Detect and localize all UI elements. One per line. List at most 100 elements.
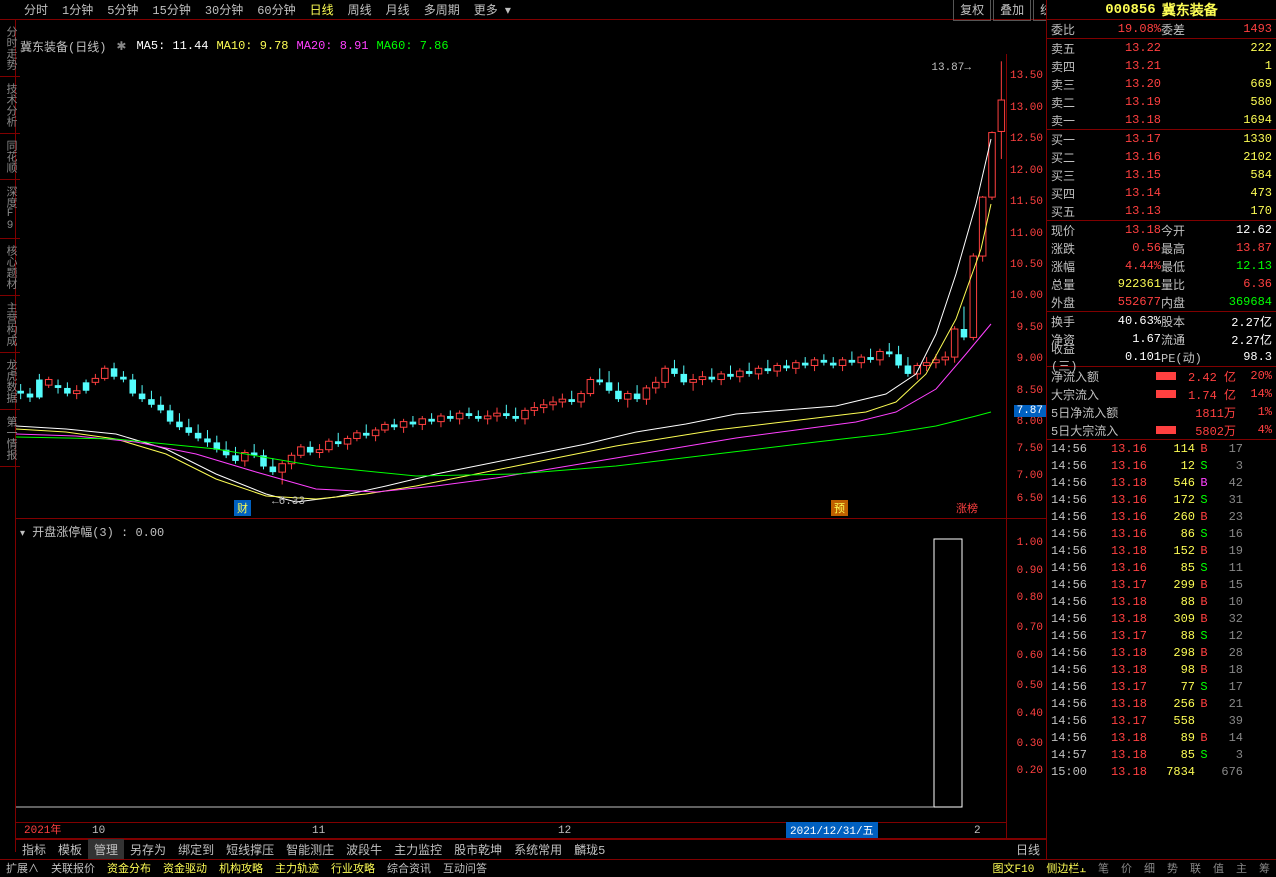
- indicator-tab[interactable]: 智能测庄: [280, 839, 340, 860]
- y-tick: 0.20: [1017, 765, 1043, 777]
- quote-row: 涨跌0.56最高13.87: [1047, 239, 1276, 257]
- bottom-nav-bar: 扩展∧关联报价资金分布资金驱动机构攻略主力轨迹行业攻略综合资讯互动问答 图文F10…: [0, 859, 1276, 875]
- indicator-tab[interactable]: 绑定到: [172, 839, 220, 860]
- chart-marker: 涨榜: [956, 500, 978, 516]
- trade-row: 14:5613.1612S3: [1047, 457, 1276, 474]
- timeframe-tab[interactable]: 月线: [380, 0, 416, 20]
- y-tick: 0.30: [1017, 738, 1043, 750]
- timeframe-tab[interactable]: 60分钟: [251, 0, 301, 20]
- y-tick: 0.50: [1017, 680, 1043, 692]
- ma-value: MA20: 8.91: [297, 39, 369, 53]
- chart-marker: 财: [234, 500, 251, 516]
- indicator-tab[interactable]: 管理: [88, 839, 124, 860]
- bottom-right-tab[interactable]: 筹: [1253, 859, 1276, 877]
- y-tick: 11.00: [1010, 228, 1043, 240]
- selected-date: 2021/12/31/五: [786, 822, 878, 838]
- trade-list[interactable]: 14:5613.16114B1714:5613.1612S3 14:5613.18…: [1047, 440, 1276, 780]
- trade-row: 14:5613.16260B23: [1047, 508, 1276, 525]
- quote-row: 卖一13.181694: [1047, 111, 1276, 129]
- quote-row: 总量922361量比6.36: [1047, 275, 1276, 293]
- x-axis-time: 2021年10111222021/12/31/五: [16, 822, 1006, 838]
- bottom-right-tab[interactable]: 图文F10: [987, 859, 1041, 877]
- indicator-tab[interactable]: 短线撑压: [220, 839, 280, 860]
- timeframe-tab[interactable]: 30分钟: [199, 0, 249, 20]
- bottom-nav-tab[interactable]: 互动问答: [437, 859, 493, 877]
- flow-row: 大宗流入1.74 亿14%: [1047, 385, 1276, 403]
- trade-row: 14:5613.1788S12: [1047, 627, 1276, 644]
- y-tick: 0.60: [1017, 650, 1043, 662]
- bottom-nav-tab[interactable]: 行业攻略: [325, 859, 381, 877]
- stock-header: 000856 冀东装备: [1047, 0, 1276, 20]
- trade-row: 14:5613.1686S16: [1047, 525, 1276, 542]
- y-axis-price: 13.5013.0012.5012.0011.5011.0010.5010.00…: [1006, 54, 1046, 518]
- quote-row: 买五13.13170: [1047, 202, 1276, 220]
- indicator-tab[interactable]: 波段牛: [340, 839, 388, 860]
- y-tick: 0.40: [1017, 708, 1043, 720]
- y-tick: 12.50: [1010, 133, 1043, 145]
- x-label: 2021年: [24, 821, 61, 837]
- high-price-label: 13.87→: [931, 62, 971, 74]
- timeframe-tab[interactable]: 日线: [304, 0, 340, 20]
- trade-row: 14:5613.1889B14: [1047, 729, 1276, 746]
- quote-row: 外盘552677内盘369684: [1047, 293, 1276, 311]
- y-tick: 7.50: [1017, 443, 1043, 455]
- trade-row: 14:5613.18298B28: [1047, 644, 1276, 661]
- indicator-chart[interactable]: ▾ 开盘涨停幅(3) : 0.00 1.000.900.800.700.600.…: [16, 519, 1046, 839]
- bottom-right-tab[interactable]: 值: [1207, 859, 1230, 877]
- trade-row: 14:5613.16114B17: [1047, 440, 1276, 457]
- toolbar-button[interactable]: 叠加: [993, 0, 1031, 21]
- crosshair-icon: ✱: [116, 39, 126, 54]
- bottom-right-tab[interactable]: 价: [1115, 859, 1138, 877]
- indicator-tab[interactable]: 股市乾坤: [448, 839, 508, 860]
- bottom-nav-tab[interactable]: 资金分布: [101, 859, 157, 877]
- x-label: 11: [312, 825, 325, 837]
- kline-chart[interactable]: 13.87→ ←6.33 13.5013.0012.5012.0011.5011…: [16, 54, 1046, 519]
- timeframe-tab[interactable]: 多周期: [418, 0, 466, 20]
- bottom-right-tab[interactable]: 势: [1161, 859, 1184, 877]
- bottom-right-tab[interactable]: 主: [1230, 859, 1253, 877]
- bottom-right-tab[interactable]: 细: [1138, 859, 1161, 877]
- trade-row: 14:5613.17299B15: [1047, 576, 1276, 593]
- indicator-tab[interactable]: 系统常用: [508, 839, 568, 860]
- bottom-nav-tab[interactable]: 扩展∧: [0, 859, 45, 877]
- timeframe-tab[interactable]: 周线: [342, 0, 378, 20]
- timeframe-tab[interactable]: 5分钟: [101, 0, 144, 20]
- indicator-tab[interactable]: 麟珑5: [568, 839, 611, 860]
- timeframe-tab[interactable]: 15分钟: [146, 0, 196, 20]
- indicator-tab[interactable]: 另存为: [124, 839, 172, 860]
- y-tick: 9.00: [1017, 353, 1043, 365]
- y-tick: 9.50: [1017, 322, 1043, 334]
- timeframe-tab[interactable]: 分时: [18, 0, 54, 20]
- trade-row: 15:0013.187834676: [1047, 763, 1276, 780]
- stock-code: 000856: [1105, 2, 1155, 18]
- quote-row: 买一13.171330: [1047, 130, 1276, 148]
- toolbar-button[interactable]: 复权: [953, 0, 991, 21]
- left-sidebar: 分时走势技术分析同花顺深度F9核心题材主营构成龙虎数据第一情报: [0, 20, 16, 852]
- timeframe-tab[interactable]: 1分钟: [56, 0, 99, 20]
- y-tick: 0.80: [1017, 592, 1043, 604]
- x-label: 2: [974, 825, 981, 837]
- bottom-right-tab[interactable]: 联: [1184, 859, 1207, 877]
- trade-row: 14:5613.1755839: [1047, 712, 1276, 729]
- bottom-nav-tab[interactable]: 综合资讯: [381, 859, 437, 877]
- trade-row: 14:5613.18152B19: [1047, 542, 1276, 559]
- timeframe-tab[interactable]: 更多 ▾: [468, 0, 517, 20]
- bottom-nav-tab[interactable]: 主力轨迹: [269, 859, 325, 877]
- y-tick: 6.50: [1017, 493, 1043, 505]
- y-tick: 13.50: [1010, 70, 1043, 82]
- indicator-tab[interactable]: 主力监控: [388, 839, 448, 860]
- bottom-nav-tab[interactable]: 资金驱动: [157, 859, 213, 877]
- trade-row: 14:5613.1777S17: [1047, 678, 1276, 695]
- y-tick: 0.70: [1017, 622, 1043, 634]
- trade-row: 14:5613.1685S11: [1047, 559, 1276, 576]
- bottom-nav-tab[interactable]: 关联报价: [45, 859, 101, 877]
- quote-row: 换手40.63%股本2.27亿: [1047, 312, 1276, 330]
- indicator-tab[interactable]: 指标: [16, 839, 52, 860]
- bottom-nav-tab[interactable]: 机构攻略: [213, 859, 269, 877]
- quote-row: 卖三13.20669: [1047, 75, 1276, 93]
- quote-row: 涨幅4.44%最低12.13: [1047, 257, 1276, 275]
- period-label: 日线: [1010, 839, 1046, 860]
- bottom-right-tab[interactable]: 笔: [1092, 859, 1115, 877]
- bottom-right-tab[interactable]: 侧边栏⫠: [1040, 859, 1092, 877]
- indicator-tab[interactable]: 模板: [52, 839, 88, 860]
